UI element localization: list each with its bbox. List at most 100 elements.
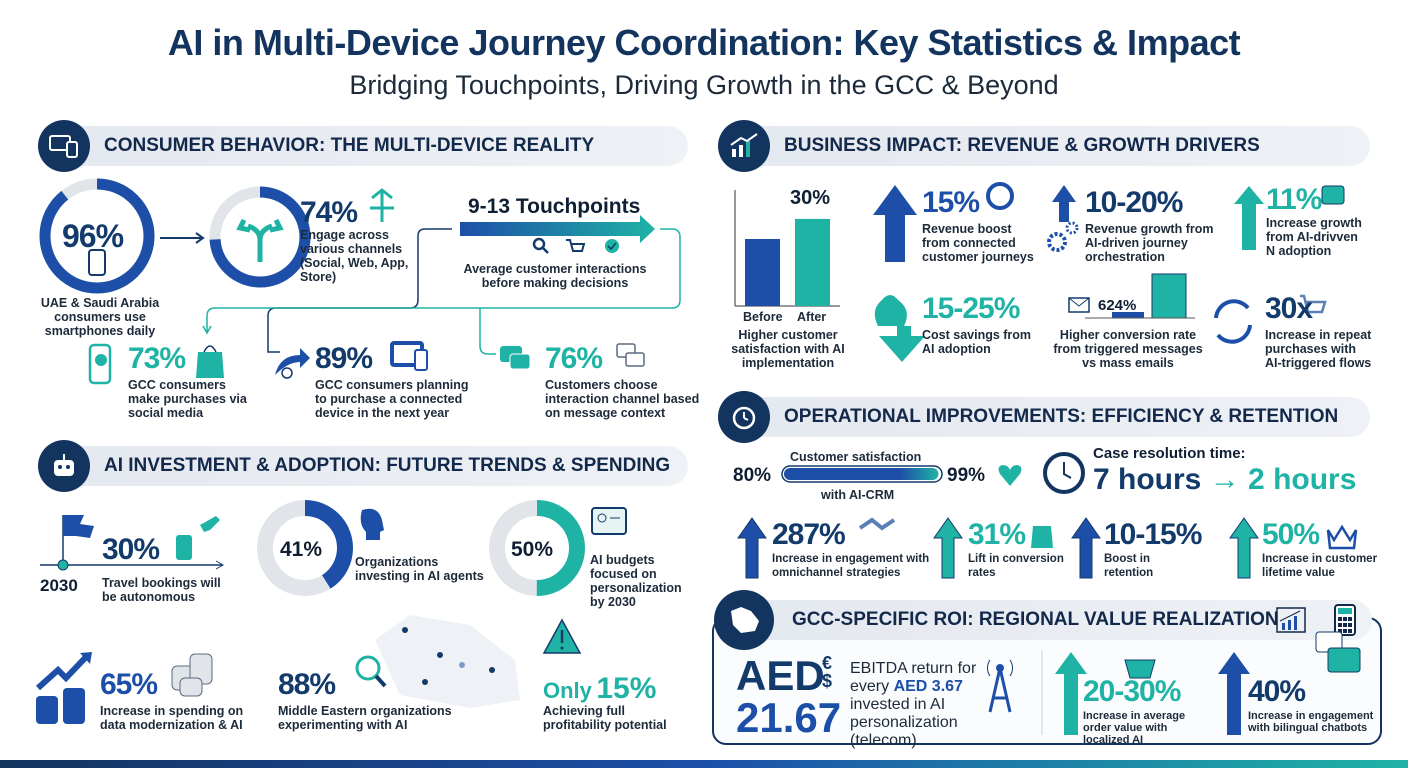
up-arrow [1234,186,1264,250]
connector-line [479,308,496,355]
stat-desc: Increase in engagement with bilingual ch… [1248,710,1374,734]
prefix: Only [543,678,592,703]
stat-value: 9-13 Touchpoints [468,195,641,218]
bar-label-before: Before [743,310,783,324]
agents-donut [257,500,353,596]
heart-icon [998,465,1022,486]
resolution-from: 7 hours [1093,463,1202,496]
ai-head-icon [360,508,384,540]
chart-value: 30% [790,187,831,209]
up-arrow [1218,652,1250,735]
stat-desc: AI budgets focused on personalization by… [590,553,682,609]
value: 15% [596,672,657,705]
bar-after [795,218,830,306]
section-header-business: BUSINESS IMPACT: REVENUE & GROWTH DRIVER… [720,126,1370,166]
currency-icon: € $ [822,653,833,691]
stat-desc: Increase in customer lifetime value [1262,553,1378,579]
crown-icon [1326,524,1358,550]
resolution-arrow: → [1209,463,1240,496]
stat-desc: Middle Eastern organizations experimenti… [278,704,452,732]
stat-desc: Revenue growth from AI-driven journey or… [1085,222,1214,264]
redirect-arrow-icon [275,348,310,375]
aed-value: 21.67 [736,694,842,741]
cart-icon [566,239,586,252]
stat-desc: Cost savings from AI adoption [922,328,1032,356]
bar-label-after: After [797,310,827,324]
shopping-bag-icon [196,352,224,378]
channels-ring [209,186,311,288]
stat-value: 11% [1266,183,1322,216]
stat-value: 624% [1098,297,1137,314]
money-bag-icon [874,295,907,326]
crossroads-icon [370,188,394,222]
aed-desc: EBITDA return for every AED 3.67 investe… [850,660,1010,750]
up-arrow [737,517,767,579]
flow-arrow [160,232,205,244]
check-icon [605,239,619,253]
stat-desc: GCC consumers make purchases via social … [128,378,247,420]
id-card-icon [591,507,627,535]
csat-fill [784,468,939,480]
up-arrow [1071,517,1101,579]
bar-mass-emails [1112,312,1144,318]
stat-value: 73% [128,342,186,375]
stat-desc: Increase in repeat purchases with AI-tri… [1265,328,1372,370]
repeat-cycle-icon [1214,299,1252,344]
cart-icon [1300,294,1327,314]
gears-icon [1047,232,1067,252]
stat-value: 10-15% [1104,518,1202,551]
robot-icon [38,440,90,492]
stat-desc: Achieving full profitability potential [543,704,667,732]
magnifier-pulse-icon [355,655,381,681]
handshake-icon [858,517,896,531]
down-arrow [879,326,925,362]
connector-line [202,228,681,335]
section-title: AI INVESTMENT & ADOPTION: FUTURE TRENDS … [104,455,671,476]
stat-value: 89% [315,342,373,375]
stat-value: 96% [62,218,124,254]
stat-value: 74% [300,196,358,229]
resolution-to: 2 hours [1248,463,1357,496]
stat-desc: Lift in conversion rates [968,553,1064,579]
gcc-map-dots [375,615,520,708]
up-arrow [933,517,963,579]
aed-desc-1: EBITDA return for every [850,660,977,695]
stat-desc: Travel bookings will be autonomous [102,576,221,604]
chart-desc: Higher customer satisfaction with AI imp… [731,328,845,370]
csat-to: 99% [947,465,986,486]
roi-chart-icon [1276,607,1306,639]
stat-desc: Customers choose interaction channel bas… [545,378,700,420]
up-arrow [1052,185,1076,222]
section-header-gcc: GCC-SPECIFIC ROI: REGIONAL VALUE REALIZA… [738,600,1372,640]
stat-value: 30x [1265,292,1313,325]
stat-value: 65% [100,668,158,701]
phone-chat-icon [88,343,112,385]
section-header-investment: AI INVESTMENT & ADOPTION: FUTURE TRENDS … [40,446,688,486]
aed-currency: AED [736,652,825,699]
stat-desc: Boost in retention [1104,553,1154,579]
section-header-consumer: CONSUMER BEHAVIOR: THE MULTI-DEVICE REAL… [40,126,688,166]
plane-icon [200,516,220,532]
up-arrow [1229,517,1259,579]
section-title: OPERATIONAL IMPROVEMENTS: EFFICIENCY & R… [784,406,1339,427]
stat-desc: Revenue boost from connected customer jo… [922,222,1034,264]
stat-desc: GCC consumers planning to purchase a con… [315,378,469,420]
aed-desc-2: invested in AI personalization (telecom) [850,696,958,749]
growth-coins-icon [35,652,92,724]
saudi-map-icon [714,590,774,650]
aed-desc-highlight: AED 3.67 [893,678,963,695]
stat-value: 40% [1248,675,1306,708]
stat-desc: Increase in engagement with omnichannel … [772,553,930,579]
search-icon [532,237,546,251]
donut-value: 50% [511,538,554,561]
dollar-coin-icon [986,182,1014,210]
smartphones-ring [39,178,155,294]
cell-tower-icon [988,667,1012,713]
stat-desc: Higher conversion rate from triggered me… [1053,328,1203,370]
stopwatch-icon [718,391,770,443]
up-arrow [873,185,917,262]
coin-stack-icon [171,653,213,697]
page-subtitle: Bridging Touchpoints, Driving Growth in … [349,70,1059,100]
split-arrow-icon [236,218,284,262]
